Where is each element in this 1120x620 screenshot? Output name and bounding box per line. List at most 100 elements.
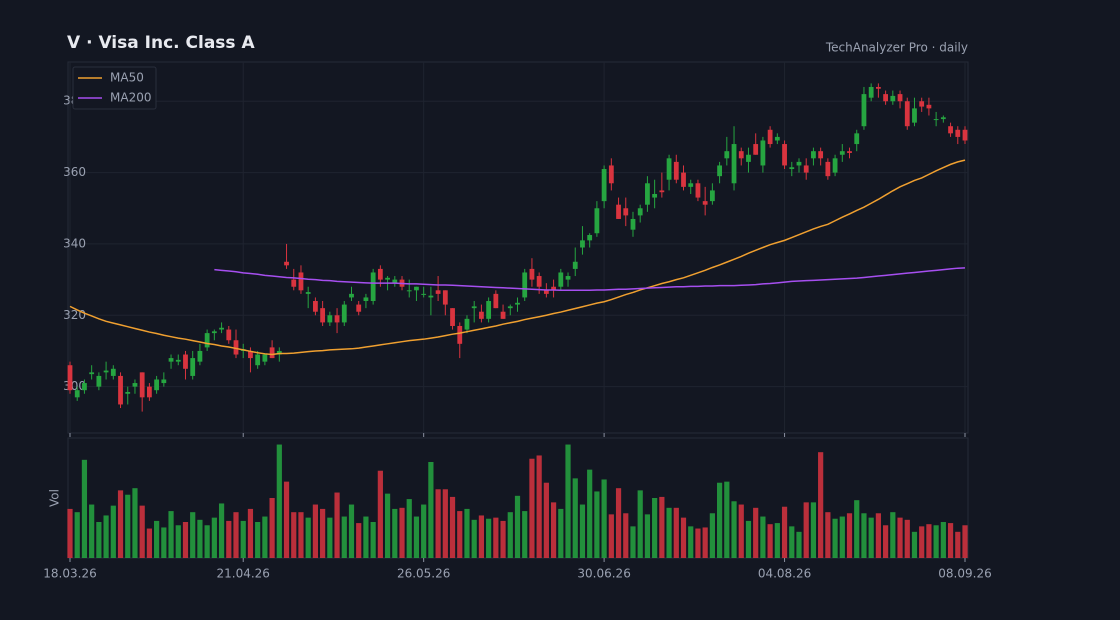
candle-body [890, 95, 896, 102]
candle-body [284, 261, 289, 266]
candle-body [551, 286, 556, 291]
candle-body [67, 365, 73, 391]
candle-body [529, 268, 535, 280]
candle-body [479, 311, 484, 319]
volume-bar [478, 515, 485, 558]
volume-bar [875, 513, 881, 558]
candle-body [933, 119, 939, 121]
legend-label: MA50 [110, 71, 144, 85]
volume-bar [464, 508, 470, 558]
candle-body [486, 301, 492, 319]
volume-bar [579, 504, 586, 558]
candle-body [327, 315, 333, 323]
candle-body [320, 308, 326, 323]
candle-body [861, 94, 867, 127]
volume-bar [327, 517, 333, 558]
volume-bar [81, 459, 88, 558]
candle-body [190, 358, 196, 376]
candle-body [450, 308, 455, 326]
candle-body [666, 158, 672, 180]
volume-bar [486, 518, 492, 558]
candle-body [175, 359, 181, 362]
ma-line [69, 159, 966, 356]
y-tick-label: 360 [63, 165, 86, 179]
x-tick-label: 21.04.26 [217, 567, 270, 581]
candle-body [464, 318, 470, 330]
candle-body [428, 295, 434, 298]
volume-bar [572, 478, 578, 558]
candle-body [435, 290, 441, 294]
volume-bar [781, 506, 788, 558]
volume-bar [457, 511, 463, 558]
candle-body [854, 133, 860, 145]
candle-body [724, 151, 730, 159]
candle-body [926, 104, 932, 109]
volume-bar [218, 503, 225, 558]
candle-body [356, 304, 362, 312]
volume-bar [760, 516, 766, 558]
candle-body [197, 350, 203, 362]
candle-body [183, 354, 188, 369]
volume-bar [320, 508, 326, 558]
volume-bar [623, 513, 629, 558]
volume-bar [67, 508, 73, 558]
volume-bar [962, 525, 968, 558]
volume-bar [125, 494, 131, 558]
candle-body [96, 375, 102, 387]
volume-bar [883, 525, 889, 558]
volume-bar [810, 502, 817, 558]
volume-bar [926, 524, 932, 558]
candle-body [110, 368, 116, 376]
volume-bar [435, 489, 441, 558]
candle-body [760, 140, 766, 166]
volume-bar [825, 512, 831, 558]
candle-body [637, 208, 643, 216]
ma-line [214, 267, 966, 292]
candle-body [746, 154, 751, 162]
candle-body [313, 301, 318, 312]
candle-body [652, 193, 658, 198]
volume-bar [348, 504, 355, 558]
volume-bar [738, 504, 744, 558]
candle-body [363, 297, 369, 302]
volume-bar [832, 518, 838, 558]
candle-body [248, 350, 253, 359]
volume-bar [529, 458, 535, 558]
candle-body [457, 325, 463, 344]
volume-bar [197, 519, 203, 558]
candle-body [774, 136, 780, 141]
volume-bar [558, 508, 564, 558]
volume-bar [615, 488, 622, 558]
candle-body [608, 165, 614, 184]
volume-bar [240, 520, 246, 558]
volume-bar [103, 515, 109, 558]
candle-body [442, 290, 448, 305]
volume-bar [702, 527, 708, 558]
volume-bar [139, 505, 145, 558]
volume-bar [868, 517, 874, 558]
volume-bar [911, 531, 918, 558]
candle-body [789, 167, 795, 170]
volume-bar [399, 507, 405, 558]
candle-body [868, 86, 874, 98]
volume-bar [493, 517, 499, 558]
y-tick-label: 340 [63, 236, 86, 250]
volume-bar [514, 495, 521, 558]
volume-bar [449, 496, 456, 558]
volume-bar [709, 513, 715, 558]
chart-title: V · Visa Inc. Class A [67, 33, 255, 53]
volume-bar [233, 512, 239, 558]
candle-body [515, 302, 520, 305]
candle-body [219, 327, 224, 330]
legend-label: MA200 [110, 91, 151, 105]
candle-body [421, 293, 427, 295]
volume-bar [594, 491, 600, 558]
candle-body [940, 117, 946, 120]
volume-bar [442, 489, 448, 558]
volume-bar [789, 526, 795, 558]
volume-bar [666, 507, 672, 558]
candle-body [681, 172, 686, 187]
volume-bar [96, 522, 102, 558]
candle-body [558, 272, 564, 287]
